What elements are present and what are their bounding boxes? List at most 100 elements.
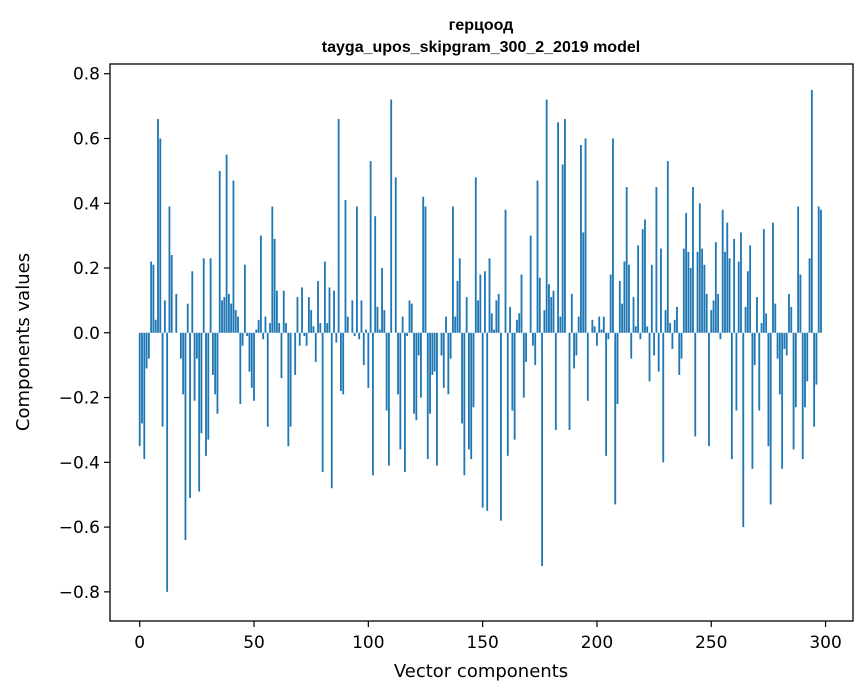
bar: [426, 332, 429, 460]
bar: [394, 177, 397, 333]
bar: [648, 332, 651, 382]
x-tick-label: 300: [809, 633, 841, 653]
x-tick-label: 100: [352, 633, 384, 653]
bar: [559, 316, 562, 333]
x-tick-label: 150: [466, 633, 498, 653]
bar: [266, 332, 269, 427]
bar: [182, 332, 185, 395]
bar: [676, 306, 678, 333]
bar: [500, 332, 502, 521]
bar: [607, 332, 610, 340]
bar: [296, 297, 299, 333]
bar: [141, 332, 143, 424]
bar: [463, 332, 466, 476]
bar: [657, 332, 660, 372]
bar: [554, 332, 557, 430]
bar: [198, 332, 201, 492]
bar: [678, 332, 681, 375]
plot-frame: [109, 63, 854, 622]
bar: [241, 332, 244, 346]
bar: [694, 332, 697, 437]
bar: [543, 310, 546, 333]
bar: [367, 332, 370, 388]
bar: [495, 300, 498, 333]
bar: [641, 229, 644, 333]
bar: [207, 332, 210, 440]
bar: [303, 332, 306, 337]
bar: [762, 229, 765, 333]
bar: [456, 280, 459, 333]
bar: [655, 187, 658, 333]
bar: [808, 258, 811, 333]
bar: [513, 332, 516, 440]
bar: [740, 232, 742, 333]
bar: [538, 277, 541, 333]
bar: [573, 332, 575, 369]
bar: [353, 332, 356, 337]
bar: [742, 332, 745, 528]
bar: [410, 303, 413, 333]
bar: [698, 203, 701, 333]
bar: [344, 200, 347, 333]
bar: [545, 99, 548, 333]
bar: [783, 332, 786, 349]
bar: [591, 319, 594, 333]
bar: [529, 235, 532, 333]
bar: [138, 332, 141, 447]
bar: [804, 332, 806, 408]
bar: [417, 332, 420, 356]
bar: [760, 323, 763, 333]
bar: [285, 323, 287, 333]
bar: [612, 138, 614, 333]
x-axis-label: Vector components: [394, 661, 568, 682]
bar: [653, 332, 656, 356]
bar: [598, 316, 601, 333]
bar: [820, 209, 822, 333]
bar: [664, 310, 667, 333]
chart-title: герцоод: [449, 17, 514, 34]
bar: [168, 206, 171, 333]
bar: [799, 274, 802, 333]
bar: [813, 332, 816, 427]
y-axis: 0.8 0.6 0.4 0.2 0.0 −0.2 −0.4 −0.6 −0.8: [59, 65, 110, 603]
bar: [772, 222, 774, 333]
bar: [584, 138, 587, 333]
bar: [406, 332, 409, 337]
bar: [269, 323, 271, 333]
bar: [486, 332, 489, 511]
bar: [369, 161, 372, 333]
bar: [730, 332, 733, 460]
bar: [790, 306, 793, 333]
bar: [511, 332, 514, 411]
bar: [312, 326, 315, 333]
bar: [289, 332, 292, 427]
bar: [422, 196, 425, 333]
bar: [408, 300, 411, 333]
bar: [472, 332, 475, 408]
bar: [520, 274, 523, 333]
bar: [490, 313, 493, 333]
bar: [230, 303, 233, 333]
bar: [586, 332, 589, 401]
bar: [346, 316, 349, 333]
bar: [534, 332, 537, 366]
bar: [765, 313, 768, 333]
bar: [600, 329, 603, 333]
bar: [152, 264, 155, 333]
bar: [255, 329, 258, 333]
bar: [326, 323, 329, 333]
bar: [424, 206, 427, 333]
bar: [433, 332, 436, 372]
bar: [468, 332, 470, 450]
bar: [401, 316, 404, 333]
x-tick-label: 50: [243, 633, 265, 653]
bar: [721, 209, 724, 333]
bar: [488, 258, 491, 333]
bar: [628, 264, 630, 333]
bar: [237, 316, 239, 333]
bar: [632, 297, 635, 333]
bar: [687, 251, 690, 333]
bar: [227, 293, 230, 333]
bar: [150, 261, 153, 333]
bar: [157, 119, 159, 333]
